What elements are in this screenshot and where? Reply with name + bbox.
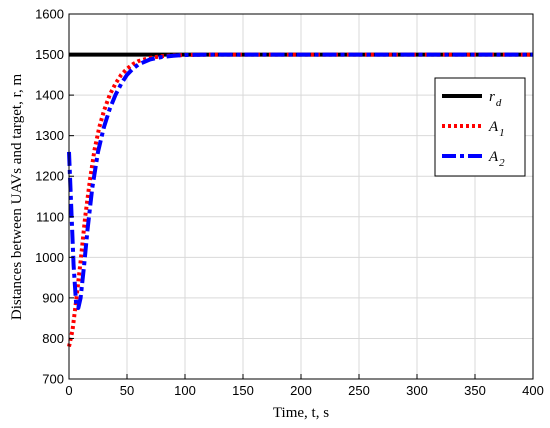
x-tick-label: 250 bbox=[348, 383, 370, 398]
series-line-2 bbox=[67, 52, 533, 348]
series-layer bbox=[67, 52, 533, 348]
y-tick-label: 1300 bbox=[35, 128, 64, 143]
x-tick-label: 300 bbox=[406, 383, 428, 398]
legend: rd A1 A2 bbox=[434, 77, 526, 177]
y-tick-label: 1100 bbox=[36, 209, 64, 224]
legend-label-2: A1 bbox=[488, 119, 505, 139]
x-tick-label: 150 bbox=[232, 383, 254, 398]
y-tick-label: 1600 bbox=[35, 7, 64, 22]
x-tick-label: 400 bbox=[522, 383, 544, 398]
y-tick-label: 1500 bbox=[35, 47, 64, 62]
x-tick-label: 50 bbox=[120, 383, 134, 398]
x-ticks: 0 50 100 150 200 250 300 350 400 bbox=[65, 374, 544, 398]
y-tick-label: 1000 bbox=[35, 250, 64, 265]
y-tick-label: 1400 bbox=[35, 88, 64, 103]
y-axis-label: Distances between UAVs and target, r, m bbox=[9, 74, 25, 321]
y-tick-label: 800 bbox=[42, 331, 64, 346]
x-axis-label: Time, t, s bbox=[273, 405, 329, 421]
y-tick-label: 900 bbox=[42, 290, 64, 305]
x-tick-label: 200 bbox=[290, 383, 312, 398]
y-tick-label: 700 bbox=[42, 372, 64, 387]
y-tick-label: 1200 bbox=[35, 169, 64, 184]
x-tick-label: 0 bbox=[65, 383, 72, 398]
x-tick-label: 350 bbox=[464, 383, 486, 398]
legend-label-3: A2 bbox=[488, 149, 505, 169]
legend-label-1: rd bbox=[489, 89, 502, 109]
series-line-3 bbox=[67, 52, 533, 310]
y-ticks: 700 800 900 1000 1100 1200 1300 1400 1500 1600 bbox=[35, 7, 74, 387]
x-tick-label: 100 bbox=[174, 383, 196, 398]
